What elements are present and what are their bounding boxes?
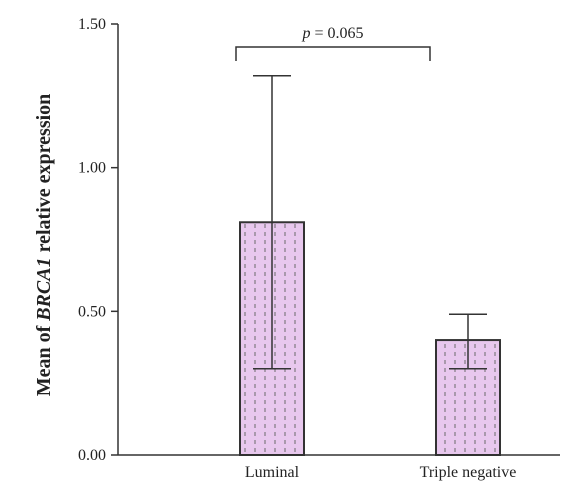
y-axis-label-suffix: relative expression	[33, 94, 55, 258]
error-bars-group	[253, 74, 487, 370]
bars-group	[239, 221, 501, 457]
p-value-text: = 0.065	[310, 25, 363, 42]
y-axis-label-gene: BRCA1	[33, 257, 55, 321]
x-category-label: Triple negative	[420, 464, 517, 481]
y-tick-label: 1.50	[78, 16, 106, 33]
p-value-annotation: p = 0.065	[301, 25, 363, 42]
y-tick-label: 0.00	[78, 447, 106, 464]
x-axis-categories: Luminal Triple negative	[245, 464, 516, 481]
y-tick-label: 1.00	[78, 160, 106, 177]
y-axis-label-prefix: Mean of	[33, 321, 55, 397]
significance-bracket	[235, 46, 431, 61]
y-axis-ticks: 0.00 0.50 1.00 1.50	[78, 16, 118, 464]
y-axis-label: Mean of BRCA1 relative expression	[33, 94, 55, 397]
y-tick-label: 0.50	[78, 303, 106, 320]
x-category-label: Luminal	[245, 464, 300, 481]
p-value-symbol: p	[301, 25, 310, 42]
